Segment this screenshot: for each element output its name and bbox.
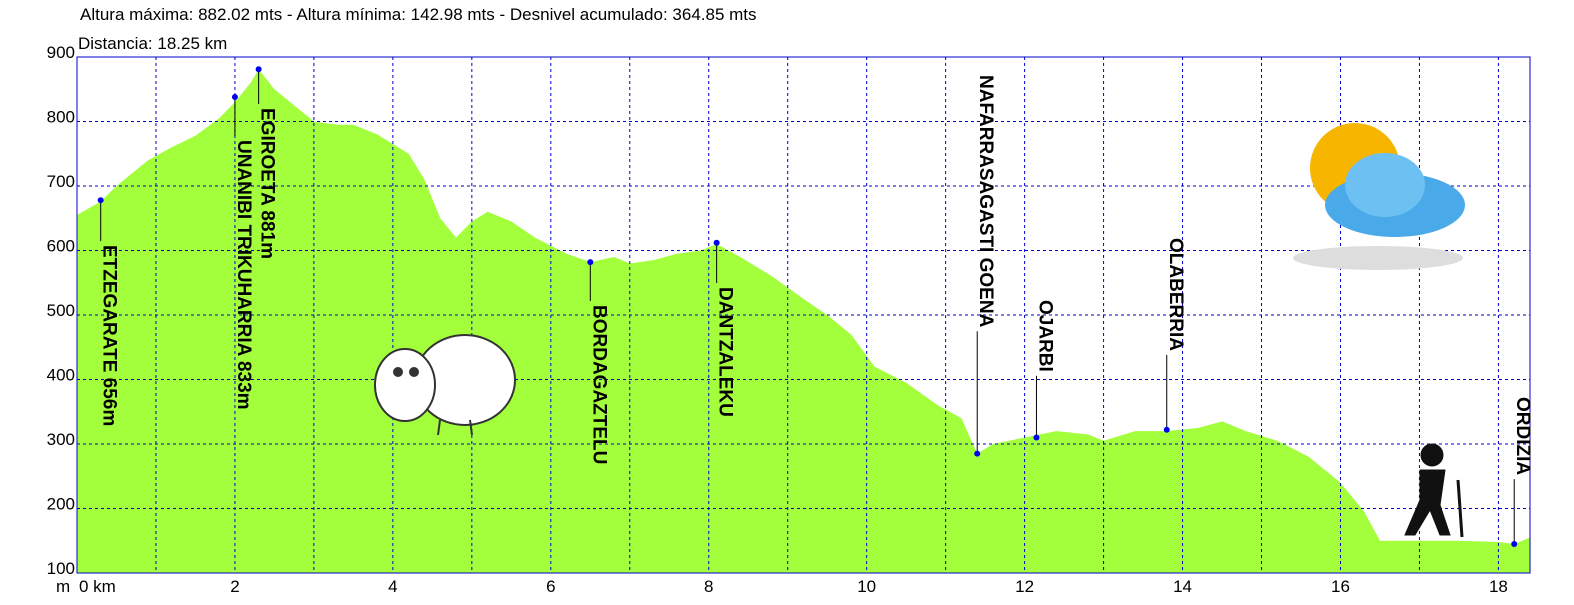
waypoint-marker bbox=[97, 197, 104, 204]
waypoint-label: ORDIZIA bbox=[1512, 397, 1533, 475]
x-tick-label: 8 bbox=[704, 577, 713, 596]
waypoint-marker bbox=[974, 450, 981, 457]
waypoint-label: NAFARRASAGASTI GOENA bbox=[975, 75, 996, 328]
waypoint-marker bbox=[1163, 426, 1170, 433]
y-tick-label: 300 bbox=[47, 430, 75, 449]
y-unit: m bbox=[56, 577, 70, 596]
chart-subtitle: Distancia: 18.25 km bbox=[78, 34, 227, 53]
x-tick-label: 16 bbox=[1331, 577, 1350, 596]
waypoint-marker bbox=[255, 66, 262, 73]
hiker-icon bbox=[1404, 443, 1464, 538]
waypoint-label: DANTZALEKU bbox=[715, 287, 736, 417]
y-tick-label: 400 bbox=[47, 366, 75, 385]
waypoint-marker bbox=[713, 239, 720, 246]
x-tick-label: 6 bbox=[546, 577, 555, 596]
waypoint-marker bbox=[231, 93, 238, 100]
chart-title: Altura máxima: 882.02 mts - Altura mínim… bbox=[80, 5, 757, 24]
sheep-icon bbox=[374, 334, 516, 436]
y-tick-label: 500 bbox=[47, 301, 75, 320]
plot: 100 200 300 400 500 600 700 800 900 0 km 2 4 6 8 10 12 1… bbox=[47, 43, 1534, 596]
x-tick-label: 14 bbox=[1173, 577, 1192, 596]
x-tick-label: 10 bbox=[857, 577, 876, 596]
waypoint-marker bbox=[1033, 434, 1040, 441]
plot-border bbox=[76, 56, 1531, 574]
x-tick-label: 0 km bbox=[79, 577, 116, 596]
elevation-area bbox=[77, 69, 1530, 573]
waypoint-marker bbox=[587, 259, 594, 266]
y-tick-label: 200 bbox=[47, 495, 75, 514]
waypoint-label: OLABERRIA bbox=[1165, 238, 1186, 351]
x-tick-label: 4 bbox=[388, 577, 397, 596]
x-tick-label: 12 bbox=[1015, 577, 1034, 596]
waypoint-label: ETZEGARATE 656m bbox=[99, 245, 120, 426]
x-tick-label: 18 bbox=[1489, 577, 1508, 596]
waypoint-label: EGIROETA 881m bbox=[257, 108, 278, 259]
waypoint-label: OJARBI bbox=[1034, 300, 1055, 372]
y-tick-label: 600 bbox=[47, 237, 75, 256]
waypoint-marker bbox=[1511, 540, 1518, 547]
y-tick-label: 800 bbox=[47, 108, 75, 127]
x-tick-label: 2 bbox=[230, 577, 239, 596]
weather-icon bbox=[1293, 123, 1465, 270]
waypoint-label: BORDAGAZTELU bbox=[588, 305, 609, 464]
y-tick-label: 900 bbox=[47, 43, 75, 62]
y-tick-label: 100 bbox=[47, 559, 75, 578]
y-tick-label: 700 bbox=[47, 172, 75, 191]
waypoint-label: UNANIBI TRIKUHARRIA 833m bbox=[233, 140, 254, 410]
